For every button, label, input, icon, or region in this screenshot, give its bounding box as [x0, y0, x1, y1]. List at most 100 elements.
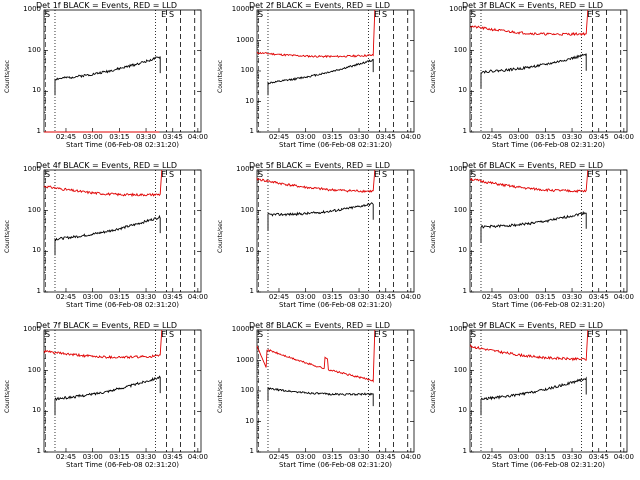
- x-tick-label: 02:45: [481, 453, 503, 461]
- x-axis-label: Start Time (06-Feb-08 02:31:20): [491, 301, 606, 309]
- x-tick-label: 03:15: [535, 453, 556, 461]
- y-tick-label: 100: [240, 205, 254, 214]
- x-axis-label: Start Time (06-Feb-08 02:31:20): [491, 141, 606, 149]
- x-tick-label: 02:45: [55, 133, 77, 141]
- y-tick-label: 100: [453, 365, 467, 374]
- x-tick-label: 03:00: [82, 453, 103, 461]
- y-tick-label: 1000: [236, 35, 254, 44]
- y-tick-label: 1: [36, 447, 41, 455]
- y-tick-label: 1: [249, 287, 254, 295]
- detector-panel-3: Det 3f BLACK = Events, RED = LLD 1 10 100 10…: [426, 0, 639, 160]
- panel-title: Det 7f BLACK = Events, RED = LLD: [35, 321, 178, 330]
- panel-title: Det 4f BLACK = Events, RED = LLD: [35, 161, 178, 170]
- x-tick-label: 04:00: [400, 453, 421, 461]
- events-series-line: [267, 58, 374, 96]
- y-axis-label: Counts/sec: [430, 59, 437, 93]
- x-axis-label: Start Time (06-Feb-08 02:31:20): [65, 461, 180, 469]
- y-tick-label: 1: [249, 447, 254, 455]
- x-tick-label: 04:00: [613, 293, 634, 301]
- x-tick-label: 03:30: [135, 453, 157, 461]
- y-tick-label: 10: [32, 246, 41, 255]
- axis-frame: [256, 169, 415, 293]
- y-tick-label: 10: [245, 246, 254, 255]
- event-marker-label: S: [382, 10, 388, 19]
- axis-frame: [469, 169, 628, 293]
- x-tick-label: 03:15: [322, 453, 343, 461]
- x-tick-label: 04:00: [613, 133, 634, 141]
- y-tick-label: 1000: [23, 5, 41, 13]
- event-marker-label: E: [374, 330, 380, 339]
- x-tick-label: 03:15: [109, 293, 130, 301]
- x-tick-label: 03:15: [109, 453, 130, 461]
- panel-title: Det 2f BLACK = Events, RED = LLD: [248, 1, 391, 10]
- event-marker-label: E: [374, 170, 380, 179]
- x-tick-label: 02:45: [481, 293, 503, 301]
- x-tick-label: 03:15: [322, 293, 343, 301]
- event-marker-label: S: [45, 10, 51, 19]
- panel-title: Det 6f BLACK = Events, RED = LLD: [461, 161, 604, 170]
- y-tick-label: 1: [462, 287, 467, 295]
- x-tick-label: 03:00: [295, 293, 316, 301]
- y-tick-label: 100: [453, 45, 467, 54]
- y-axis-label: Counts/sec: [4, 59, 11, 93]
- lld-series-line: [469, 329, 589, 362]
- x-tick-label: 02:45: [268, 453, 290, 461]
- x-tick-label: 03:00: [295, 133, 316, 141]
- x-tick-label: 03:00: [295, 453, 316, 461]
- event-marker-label: E: [587, 10, 593, 19]
- lld-series-line: [469, 9, 589, 37]
- y-axis-label: Counts/sec: [4, 219, 11, 253]
- plot-area: [256, 9, 415, 133]
- y-tick-label: 1000: [236, 165, 254, 173]
- axis-frame: [469, 329, 628, 453]
- plot-area: [469, 329, 628, 453]
- y-tick-label: 1000: [23, 165, 41, 173]
- x-tick-label: 03:45: [375, 133, 396, 141]
- event-marker-label: S: [169, 170, 175, 179]
- y-axis-label: Counts/sec: [430, 379, 437, 413]
- x-axis-label: Start Time (06-Feb-08 02:31:20): [491, 461, 606, 469]
- event-marker-label: E: [161, 330, 167, 339]
- event-marker-label: S: [258, 10, 264, 19]
- x-tick-label: 03:30: [561, 133, 583, 141]
- detector-panel-7: Det 7f BLACK = Events, RED = LLD 1 10 100 10…: [0, 320, 213, 480]
- axis-frame: [256, 329, 415, 453]
- plot-area: [43, 9, 202, 133]
- x-tick-label: 03:45: [588, 133, 609, 141]
- plot-area: [469, 9, 628, 133]
- x-tick-label: 02:45: [55, 453, 77, 461]
- x-tick-label: 03:00: [508, 133, 529, 141]
- event-marker-label: S: [382, 330, 388, 339]
- y-tick-label: 100: [240, 386, 254, 394]
- y-tick-label: 10: [245, 96, 254, 105]
- x-tick-label: 03:15: [322, 133, 343, 141]
- event-marker-label: E: [374, 10, 380, 19]
- x-tick-label: 02:45: [55, 293, 77, 301]
- y-tick-label: 1000: [449, 325, 467, 333]
- detector-panel-5: Det 5f BLACK = Events, RED = LLD 1 10 100 10…: [213, 160, 426, 320]
- lld-series-line: [43, 329, 163, 360]
- event-marker-label: S: [471, 10, 477, 19]
- y-tick-label: 10: [245, 416, 254, 425]
- event-marker-label: S: [258, 170, 264, 179]
- x-tick-label: 02:45: [268, 133, 290, 141]
- lld-series-line: [256, 9, 376, 59]
- x-tick-label: 03:30: [561, 453, 583, 461]
- y-axis-label: Counts/sec: [217, 379, 224, 413]
- x-tick-label: 04:00: [187, 453, 208, 461]
- y-tick-label: 10: [32, 86, 41, 95]
- event-marker-label: S: [471, 330, 477, 339]
- y-tick-label: 1000: [449, 5, 467, 13]
- x-tick-label: 03:00: [508, 453, 529, 461]
- x-tick-label: 04:00: [400, 133, 421, 141]
- x-axis-label: Start Time (06-Feb-08 02:31:20): [65, 141, 180, 149]
- event-marker-label: S: [258, 330, 264, 339]
- y-tick-label: 10: [458, 406, 467, 415]
- x-axis-label: Start Time (06-Feb-08 02:31:20): [278, 461, 393, 469]
- plot-area: [43, 329, 202, 453]
- axis-frame: [43, 329, 202, 453]
- y-tick-label: 1: [36, 287, 41, 295]
- x-tick-label: 03:30: [348, 133, 370, 141]
- x-tick-label: 02:45: [268, 293, 290, 301]
